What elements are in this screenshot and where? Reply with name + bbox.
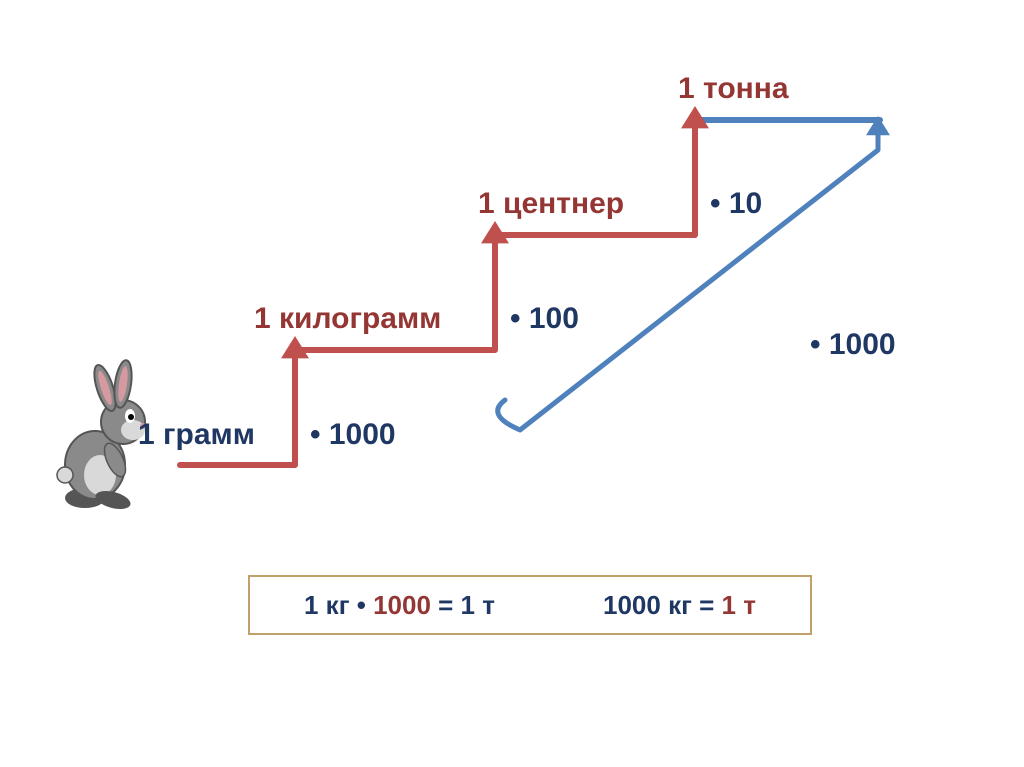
formula-right: 1000 кг = 1 т (603, 590, 756, 621)
side-multiplier-label: • 1000 (810, 328, 896, 362)
multiplier-label-0: • 1000 (310, 418, 396, 452)
unit-label-2: 1 центнер (478, 187, 624, 221)
rabbit-illustration (57, 359, 146, 512)
unit-label-3: 1 тонна (678, 72, 789, 106)
formula-left: 1 кг • 1000 = 1 т (304, 590, 495, 621)
staircase-path (180, 120, 695, 465)
long-conversion-arrow (498, 128, 878, 430)
multiplier-label-1: • 100 (510, 302, 579, 336)
unit-label-0: 1 грамм (138, 418, 255, 452)
multiplier-label-2: • 10 (710, 187, 762, 221)
formula-box: 1 кг • 1000 = 1 т 1000 кг = 1 т (248, 575, 812, 635)
unit-label-1: 1 килограмм (254, 302, 441, 336)
